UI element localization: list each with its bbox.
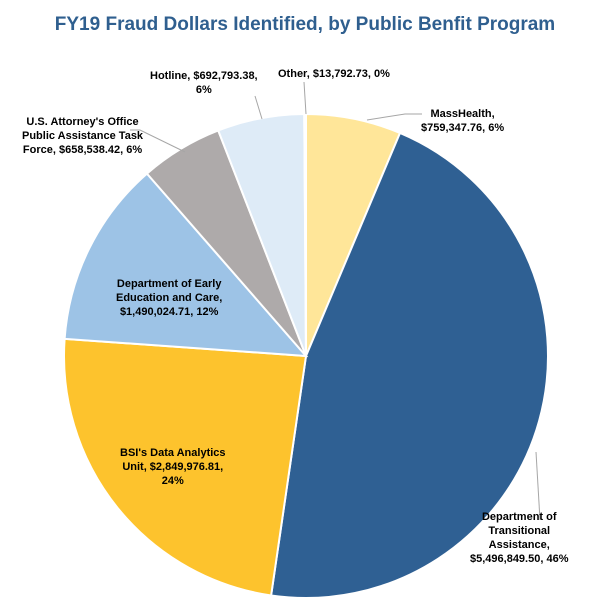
slice-label-hotline: Hotline, $692,793.38, 6% bbox=[150, 69, 258, 97]
slice-label-line: Unit, $2,849,976.81, bbox=[122, 461, 224, 473]
pie-slice-department-of-transitional-assistance bbox=[269, 131, 549, 599]
slice-label-line: Education and Care, bbox=[116, 292, 223, 304]
slice-label-line: $5,496,849.50, 46% bbox=[470, 553, 569, 565]
slice-label-line: BSI's Data Analytics bbox=[120, 447, 226, 459]
slice-label-u-s-attorney-s-office-public-assistance-task-force: U.S. Attorney's Office Public Assistance … bbox=[22, 115, 143, 157]
chart-title: FY19 Fraud Dollars Identified, by Public… bbox=[54, 14, 556, 35]
leader-lines bbox=[130, 81, 541, 521]
slice-label-line: Assistance, bbox=[488, 539, 550, 551]
pie-slice-department-of-early-education-and-care bbox=[63, 172, 309, 358]
slice-label-department-of-early-education-and-care: Department of Early Education and Care, $1… bbox=[116, 277, 222, 319]
slice-label-line: $1,490,024.71, 12% bbox=[119, 306, 219, 318]
leader-line-hotline bbox=[254, 95, 263, 120]
slice-label-line: $759,347.76, 6% bbox=[421, 122, 505, 134]
slice-label-department-of-transitional-assistance: Department of Transitional Assistance, $5,4… bbox=[470, 510, 568, 566]
slice-label-line: 6% bbox=[195, 84, 212, 96]
slice-label-line: Force, $658,538.42, 6% bbox=[22, 144, 143, 156]
slice-label-line: Department of bbox=[481, 511, 557, 523]
leader-line-masshealth bbox=[366, 113, 422, 121]
slice-label-masshealth: MassHealth, $759,347.76, 6% bbox=[421, 107, 504, 135]
slice-label-line: Hotline, $692,793.38, bbox=[150, 70, 258, 82]
slice-label-line: Other, $13,792.73, 0% bbox=[278, 68, 390, 80]
slice-label-bsi-s-data-analytics-unit: BSI's Data Analytics Unit, $2,849,976.81,… bbox=[120, 446, 226, 488]
pie-slices bbox=[63, 112, 549, 599]
slice-label-line: Public Assistance Task bbox=[22, 130, 144, 142]
slice-label-line: U.S. Attorney's Office bbox=[26, 116, 139, 128]
slice-label-line: 24% bbox=[161, 475, 184, 487]
pie-slice-bsi-s-data-analytics-unit bbox=[63, 337, 308, 597]
leader-line-department-of-transitional-assistance bbox=[535, 451, 541, 521]
leader-line-u-s-attorney-s-office-public-assistance-task-force bbox=[130, 129, 186, 153]
slice-label-line: Department of Early bbox=[116, 278, 222, 290]
slice-label-other: Other, $13,792.73, 0% bbox=[278, 67, 390, 81]
leader-line-other bbox=[303, 81, 307, 115]
slice-label-line: MassHealth, bbox=[430, 108, 495, 120]
slice-label-line: Transitional bbox=[488, 525, 551, 537]
